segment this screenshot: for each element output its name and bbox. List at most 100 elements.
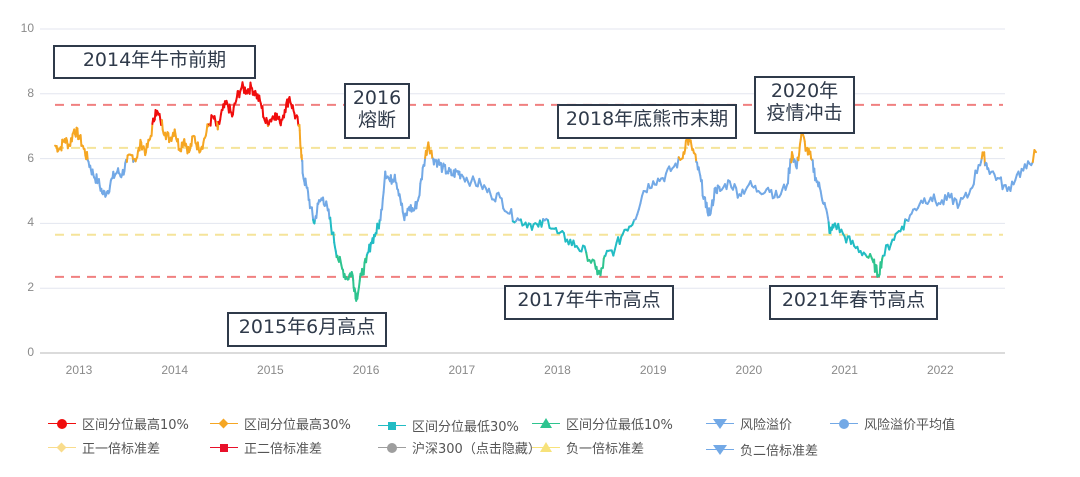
x-tick-label: 2022	[926, 363, 954, 377]
series-segment	[770, 188, 774, 200]
annotation-box: 2017年牛市高点	[504, 285, 674, 320]
series-segment	[79, 134, 83, 147]
series-segment	[583, 245, 588, 254]
legend-label: 区间分位最低10%	[566, 418, 673, 433]
series-segment	[150, 122, 154, 137]
legend-item[interactable]: 正一倍标准差	[48, 438, 160, 457]
legend-label: 风险溢价	[740, 418, 793, 433]
legend-item[interactable]: 区间分位最高10%	[48, 414, 189, 433]
legend-item[interactable]: 区间分位最低10%	[532, 414, 673, 433]
series-segment	[369, 241, 372, 253]
series-segment	[958, 196, 963, 205]
series-segment	[315, 202, 319, 213]
series-segment	[902, 218, 907, 231]
x-tick-label: 2018	[544, 363, 571, 377]
series-segment	[365, 254, 368, 264]
series-segment	[880, 258, 884, 269]
legend-item[interactable]: 沪深300（点击隐藏）	[378, 438, 541, 457]
y-tick-label: 8	[27, 85, 34, 100]
legend-item[interactable]: 区间分位最低30%	[378, 416, 519, 435]
series-segment	[1033, 149, 1037, 154]
series-segment	[377, 219, 381, 230]
triangle-up-marker-icon	[532, 417, 560, 431]
x-tick-label: 2020	[735, 363, 763, 377]
circle-marker-icon	[48, 417, 76, 431]
legend-label: 正一倍标准差	[82, 442, 161, 457]
legend-label: 区间分位最高10%	[82, 418, 189, 433]
series-segment	[381, 191, 385, 200]
series-segment	[286, 97, 290, 108]
series-segment	[712, 187, 716, 201]
series-segment	[83, 148, 87, 157]
series-segment	[932, 193, 937, 203]
series-segment	[663, 172, 667, 183]
series-segment	[676, 156, 680, 169]
series-segment	[393, 173, 397, 184]
series-segment	[307, 190, 310, 202]
series-segment	[357, 279, 361, 289]
series-segment	[809, 150, 813, 160]
series-segment	[146, 138, 150, 149]
legend-item[interactable]: 风险溢价	[706, 414, 792, 433]
series-segment	[975, 164, 980, 175]
series-segment	[700, 179, 704, 197]
annotation-box: 2015年6月高点	[227, 312, 387, 347]
series-segment	[500, 197, 505, 210]
series-segment	[725, 179, 730, 191]
legend-item[interactable]: 负一倍标准差	[532, 438, 644, 457]
series-segment	[400, 202, 404, 213]
series-segment	[618, 235, 623, 245]
series-segment	[231, 106, 235, 116]
series-segment	[546, 219, 551, 229]
legend-label: 正二倍标准差	[244, 442, 323, 457]
series-segment	[562, 231, 567, 243]
series-segment	[108, 184, 112, 193]
series-segment	[420, 166, 424, 181]
annotation-box: 2021年春节高点	[769, 285, 938, 320]
series-segment	[827, 221, 831, 234]
series-segment	[1019, 167, 1023, 178]
series-segment	[684, 139, 687, 151]
series-segment	[1009, 180, 1014, 192]
series-segment	[418, 182, 422, 197]
legend-label: 负二倍标准差	[740, 444, 819, 459]
triangle-down-marker-icon	[706, 443, 734, 457]
series-segment	[278, 115, 281, 124]
legend-label: 区间分位最低30%	[412, 420, 519, 435]
y-tick-label: 10	[20, 21, 34, 35]
legend-label: 沪深300（点击隐藏）	[412, 442, 541, 457]
annotation-box: 2020年 疫情冲击	[754, 76, 855, 134]
legend-item[interactable]: 区间分位最高30%	[210, 414, 351, 433]
series-segment	[797, 153, 801, 162]
series-segment	[494, 192, 498, 203]
circle-marker-icon	[378, 441, 406, 455]
series-segment	[356, 291, 360, 300]
series-segment	[160, 119, 164, 131]
series-segment	[1031, 149, 1036, 164]
series-segment	[694, 153, 698, 163]
series-segment	[403, 212, 407, 222]
series-segment	[322, 196, 325, 206]
series-segment	[519, 218, 524, 227]
series-segment	[893, 232, 897, 241]
series-segment	[639, 194, 644, 205]
triangle-down-marker-icon	[706, 417, 734, 431]
square-marker-icon	[378, 419, 406, 433]
series-segment	[415, 200, 419, 210]
x-tick-label: 2021	[831, 363, 858, 377]
legend-item[interactable]: 正二倍标准差	[210, 438, 322, 457]
series-segment	[327, 208, 331, 220]
series-segment	[193, 135, 197, 144]
series-segment	[261, 105, 265, 118]
series-segment	[190, 135, 194, 147]
annotation-box: 2014年牛市前期	[53, 45, 256, 79]
series-segment	[613, 241, 618, 251]
legend-label: 区间分位最高30%	[244, 418, 351, 433]
series-segment	[332, 231, 336, 244]
series-segment	[510, 208, 514, 223]
series-segment	[329, 216, 333, 228]
series-segment	[601, 257, 605, 269]
diamond-marker-icon	[210, 417, 238, 431]
legend-item[interactable]: 负二倍标准差	[706, 440, 818, 459]
legend-item[interactable]: 风险溢价平均值	[830, 414, 955, 433]
